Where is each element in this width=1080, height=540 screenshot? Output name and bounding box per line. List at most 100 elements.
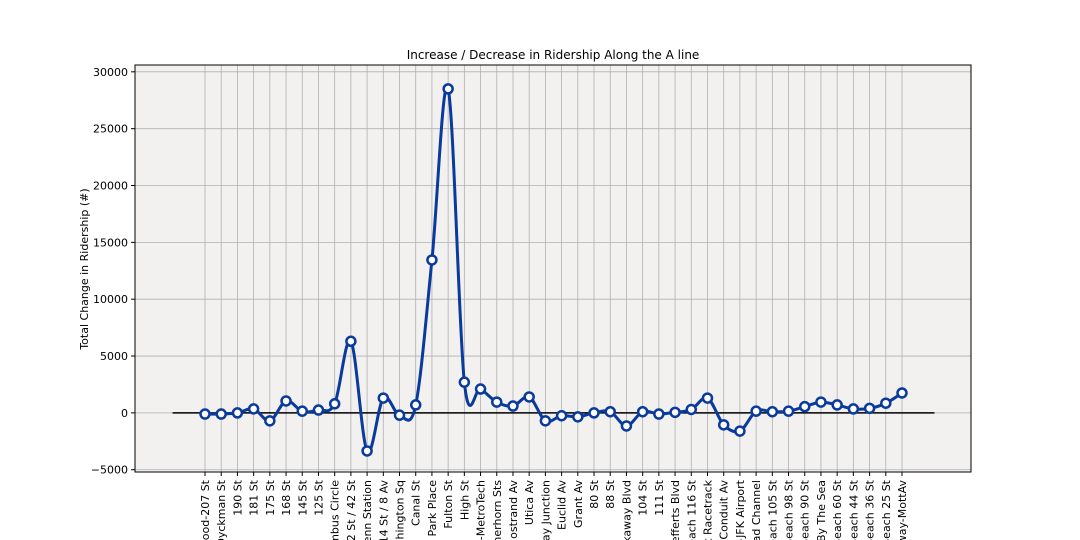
x-tick-label: shington Sq — [394, 480, 407, 540]
marker — [345, 335, 357, 348]
x-tick-label: 14 St / 8 Av — [377, 480, 390, 540]
marker — [620, 420, 633, 432]
marker — [685, 403, 698, 416]
marker — [880, 397, 892, 409]
y-tick-label: 5000 — [100, 350, 128, 363]
marker — [491, 396, 503, 408]
y-tick-label: 25000 — [93, 123, 128, 136]
marker — [361, 445, 373, 457]
x-tick-label: Euclid Av — [556, 480, 569, 530]
x-tick-label: -MetroTech — [475, 480, 488, 540]
x-tick-label: Beach 90 St — [799, 479, 812, 540]
y-tick-label: 0 — [121, 407, 128, 420]
marker — [831, 399, 843, 411]
x-tick-label: enn Station — [361, 480, 374, 540]
marker — [296, 405, 309, 417]
marker — [604, 405, 616, 418]
marker — [312, 404, 325, 416]
plot: −5000 0 5000 10000 15000 20000 25000 30000 ood-2… — [91, 65, 971, 540]
marker — [539, 415, 552, 427]
x-tick-label: By The Sea — [815, 480, 828, 540]
x-tick-label: Beach 60 St — [831, 479, 844, 540]
x-tick-label: Beach 98 St — [783, 479, 796, 540]
y-tick-label: 30000 — [93, 66, 128, 79]
x-tick-label: ay Junction — [539, 480, 552, 540]
marker — [572, 411, 584, 423]
y-tick-label: 20000 — [93, 180, 128, 193]
x-tick-label: Dyckman St — [215, 479, 228, 540]
marker — [701, 392, 714, 404]
x-tick-label: 88 St — [604, 479, 617, 508]
chart-title: Increase / Decrease in Ridership Along t… — [407, 48, 700, 62]
marker — [523, 391, 535, 403]
x-tick-label: 104 St — [637, 479, 650, 515]
x-tick-label: Grant Av — [572, 480, 585, 528]
x-tick-label: 168 St — [280, 479, 293, 515]
marker — [636, 405, 649, 418]
marker — [199, 408, 211, 420]
plot-area — [135, 65, 971, 472]
x-tick-label: ad Channel — [750, 480, 763, 540]
marker — [247, 403, 260, 415]
x-tick-label: 111 St — [653, 479, 666, 515]
x-tick-label: each 105 St — [766, 479, 779, 540]
x-tick-label: Fulton St — [442, 479, 455, 528]
marker — [442, 83, 454, 95]
marker — [280, 395, 292, 407]
x-tick-label: each 116 St — [685, 479, 698, 540]
plot-frame — [134, 64, 972, 473]
x-tick-label: nerhorn Sts — [491, 480, 504, 540]
x-tick-label: 125 St — [312, 479, 325, 515]
x-tick-label: 190 St — [231, 479, 244, 515]
marker — [458, 376, 471, 388]
marker — [507, 400, 519, 412]
x-tick-label: 175 St — [264, 479, 277, 515]
x-tick-label: 145 St — [296, 479, 309, 515]
marker — [766, 405, 779, 418]
y-tick-label: 10000 — [93, 293, 128, 306]
marker — [231, 407, 244, 419]
marker — [328, 398, 341, 410]
x-tick-label: / Park Place — [426, 480, 439, 540]
x-tick-label: ood-207 St — [199, 479, 212, 540]
marker — [896, 387, 908, 399]
x-tick-label: 181 St — [248, 479, 261, 515]
x-tick-label: Utica Av — [523, 480, 536, 526]
x-tick-label: t Racetrack — [701, 479, 714, 540]
x-tick-label: 80 St — [588, 479, 601, 508]
marker — [215, 408, 227, 420]
x-tick-label: kaway Blvd — [620, 480, 633, 540]
marker — [409, 399, 422, 411]
x-tick-label: efferts Blvd — [669, 480, 682, 540]
x-tick-label: 42 St / 42 St — [345, 479, 358, 540]
x-tick-label: Beach 44 St — [847, 479, 860, 540]
marker — [734, 425, 746, 437]
marker — [393, 409, 406, 421]
marker — [847, 403, 860, 415]
marker — [717, 419, 730, 431]
marker — [669, 406, 681, 419]
y-tick-label: −5000 — [91, 464, 128, 477]
marker — [555, 409, 568, 422]
marker — [264, 415, 276, 427]
x-tick-label: Canal St — [410, 479, 423, 526]
marker — [798, 400, 811, 413]
y-tick-label: 15000 — [93, 236, 128, 249]
marker — [653, 408, 665, 420]
x-tick-label: way-MottAv — [896, 480, 909, 540]
x-tick-label: High St — [458, 479, 471, 520]
x-tick-label: Beach 25 St — [880, 479, 893, 540]
marker — [782, 405, 795, 417]
marker — [377, 392, 390, 404]
x-tick-label: -JFK Airport — [734, 479, 747, 540]
marker — [426, 254, 438, 266]
x-tick-label: Nostrand Av — [507, 480, 520, 540]
x-tick-label: Conduit Av — [718, 480, 731, 540]
marker — [474, 383, 487, 395]
marker — [863, 402, 876, 415]
y-axis-label: Total Change in Ridership (#) — [78, 188, 91, 350]
marker — [588, 407, 600, 419]
marker — [815, 396, 827, 408]
marker — [750, 405, 762, 417]
